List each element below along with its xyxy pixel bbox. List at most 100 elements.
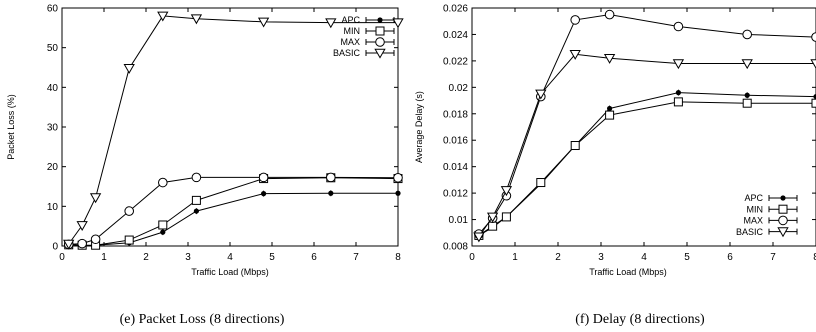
legend-label-max: MAX bbox=[340, 37, 360, 47]
data-point-min bbox=[158, 220, 168, 230]
series-line-min bbox=[478, 101, 816, 236]
y-tick-label: 10 bbox=[47, 202, 59, 213]
x-axis-label: Traffic Load (Mbps) bbox=[589, 267, 667, 277]
data-point-apc bbox=[160, 229, 166, 235]
legend-label-min: MIN bbox=[747, 204, 764, 214]
y-tick-label: 0.022 bbox=[443, 56, 468, 67]
legend-label-apc: APC bbox=[744, 193, 763, 203]
data-point-basic bbox=[473, 232, 485, 243]
data-point-max bbox=[77, 238, 87, 249]
data-point-min bbox=[536, 178, 546, 188]
data-point-max bbox=[673, 21, 684, 32]
x-tick-label: 5 bbox=[269, 252, 275, 263]
series-apc bbox=[66, 190, 401, 249]
series-basic bbox=[63, 11, 404, 250]
data-point-basic bbox=[392, 18, 404, 29]
series-max bbox=[474, 9, 816, 239]
data-point-apc bbox=[261, 191, 267, 197]
x-tick-label: 1 bbox=[101, 252, 107, 263]
x-tick-label: 8 bbox=[813, 252, 816, 263]
legend-marker-max bbox=[778, 215, 788, 226]
figure-caption: (e) Packet Loss (8 directions) bbox=[120, 312, 285, 327]
legend-marker-min bbox=[375, 26, 385, 36]
data-point-apc bbox=[193, 208, 199, 214]
data-point-basic bbox=[741, 59, 753, 70]
x-tick-label: 3 bbox=[185, 252, 191, 263]
data-point-basic bbox=[89, 193, 102, 204]
y-tick-label: 0.026 bbox=[443, 4, 468, 15]
data-point-basic bbox=[672, 59, 685, 70]
data-point-basic bbox=[486, 212, 499, 223]
y-tick-label: 40 bbox=[47, 83, 59, 94]
chart-delay: 0 1 2 3 4 5 6 7 8 0.008 0.01 0.012 0.014 0.016 0.018 0.… bbox=[414, 4, 816, 327]
data-point-apc bbox=[744, 92, 750, 98]
y-axis-label: Packet Loss (%) bbox=[6, 94, 16, 160]
y-tick-label: 0.01 bbox=[449, 215, 469, 226]
y-tick-label: 0 bbox=[52, 242, 58, 253]
legend-label-apc: APC bbox=[341, 15, 360, 25]
figure-caption: (f) Delay (8 directions) bbox=[575, 312, 705, 327]
legend-marker-basic bbox=[777, 227, 789, 238]
data-point-max bbox=[811, 32, 816, 42]
x-tick-label: 7 bbox=[770, 252, 776, 263]
data-point-basic bbox=[76, 221, 88, 231]
y-tick-label: 0.018 bbox=[443, 109, 468, 120]
data-point-basic bbox=[157, 11, 169, 22]
x-tick-label: 2 bbox=[555, 252, 561, 263]
data-point-basic bbox=[123, 63, 135, 74]
y-tick-label: 0.014 bbox=[443, 162, 468, 173]
data-point-basic bbox=[535, 89, 547, 100]
x-axis-label: Traffic Load (Mbps) bbox=[191, 267, 269, 277]
y-tick-label: 50 bbox=[47, 43, 59, 54]
x-tick-label: 6 bbox=[727, 252, 733, 263]
y-tick-label: 60 bbox=[47, 4, 59, 15]
x-tick-label: 3 bbox=[598, 252, 604, 263]
series-min bbox=[64, 173, 403, 250]
x-tick-label: 4 bbox=[641, 252, 647, 263]
data-point-max bbox=[742, 29, 753, 40]
y-tick-label: 20 bbox=[47, 162, 59, 173]
data-point-max bbox=[258, 172, 269, 183]
series-line-min bbox=[68, 177, 399, 246]
data-point-apc bbox=[395, 190, 401, 196]
data-point-basic bbox=[325, 18, 337, 29]
data-point-max bbox=[393, 172, 403, 183]
data-point-min bbox=[191, 195, 201, 205]
legend-label-min: MIN bbox=[344, 26, 361, 36]
data-point-min bbox=[673, 97, 683, 107]
series-min bbox=[474, 97, 816, 240]
series-line-apc bbox=[478, 92, 816, 236]
data-point-basic bbox=[257, 17, 270, 28]
plot-frame bbox=[471, 7, 816, 247]
y-tick-label: 0.012 bbox=[443, 189, 468, 200]
data-point-max bbox=[326, 172, 336, 183]
chart-packet-loss: 0 1 2 3 4 5 6 7 8 0 10 20 30 40 50 60 Traffic Load (Mbps… bbox=[6, 4, 404, 327]
data-point-max bbox=[124, 206, 134, 216]
y-tick-label: 0.024 bbox=[443, 30, 468, 41]
data-point-min bbox=[742, 98, 752, 108]
legend-label-basic: BASIC bbox=[333, 48, 361, 58]
x-tick-label: 6 bbox=[311, 252, 317, 263]
data-point-basic bbox=[63, 239, 75, 250]
y-axis-label: Average Delay (s) bbox=[414, 91, 424, 163]
series-apc bbox=[476, 89, 816, 239]
data-point-min bbox=[501, 212, 511, 222]
data-point-basic bbox=[603, 53, 616, 64]
series-max bbox=[63, 172, 403, 250]
x-tick-label: 2 bbox=[143, 252, 149, 263]
data-point-min bbox=[124, 235, 134, 245]
x-tick-label: 4 bbox=[227, 252, 233, 263]
legend-label-max: MAX bbox=[743, 216, 763, 226]
legend-marker-min bbox=[778, 204, 788, 214]
data-point-min bbox=[811, 98, 816, 108]
data-point-basic bbox=[569, 49, 581, 60]
data-point-max bbox=[158, 177, 168, 188]
data-point-min bbox=[570, 141, 580, 151]
legend-marker-max bbox=[375, 37, 385, 47]
x-tick-label: 8 bbox=[395, 252, 401, 263]
data-point-max bbox=[570, 15, 581, 25]
data-point-apc bbox=[328, 190, 334, 196]
